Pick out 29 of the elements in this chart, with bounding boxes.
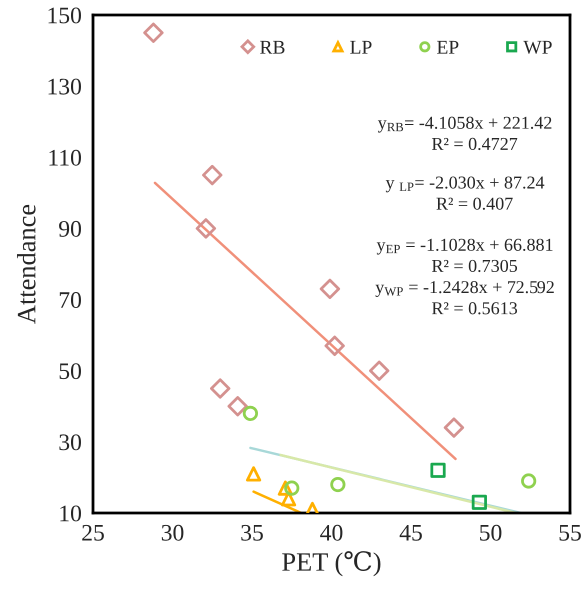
- annotation: y$_{EP}$ = -1.1028x + 66.881: [376, 238, 553, 255]
- annotation: y$_{WP}$ = -1.2428x + 72.592: [375, 281, 554, 297]
- annotation: y $_{LP}$= -2.030x + 87.24: [386, 176, 544, 192]
- y-tick-label: 150: [48, 7, 81, 24]
- x-tick-label: 40: [320, 524, 342, 541]
- legend-label: LP: [350, 40, 372, 54]
- y-tick-label: 90: [59, 220, 81, 237]
- x-tick-label: 30: [162, 524, 184, 541]
- y-tick-label: 70: [60, 292, 81, 308]
- y-tick-label: 30: [59, 434, 81, 450]
- x-tick-label: 50: [480, 524, 502, 541]
- y-tick-label: 110: [49, 150, 81, 166]
- x-tick-label: 45: [400, 524, 422, 541]
- y-tick-label: 130: [48, 78, 81, 95]
- annotation: R² = 0.5613: [432, 302, 518, 314]
- annotation: y$_{RB}$= -4.1058x + 221.42: [378, 116, 552, 133]
- x-tick-label: 55: [560, 525, 581, 541]
- legend-label: WP: [523, 40, 552, 54]
- x-tick-label: 25: [82, 524, 104, 541]
- legend-label: RB: [260, 40, 285, 54]
- annotation: R² = 0.407: [436, 198, 513, 210]
- x-axis-title: PET (℃): [282, 551, 380, 576]
- legend-label: EP: [437, 40, 458, 54]
- annotation: R² = 0.7305: [432, 260, 518, 272]
- y-tick-label: 10: [60, 505, 81, 522]
- x-tick-label: 35: [241, 524, 263, 541]
- y-tick-label: 50: [60, 363, 81, 380]
- y-axis-title: Attendance: [16, 204, 36, 324]
- annotation: R² = 0.4727: [432, 138, 518, 150]
